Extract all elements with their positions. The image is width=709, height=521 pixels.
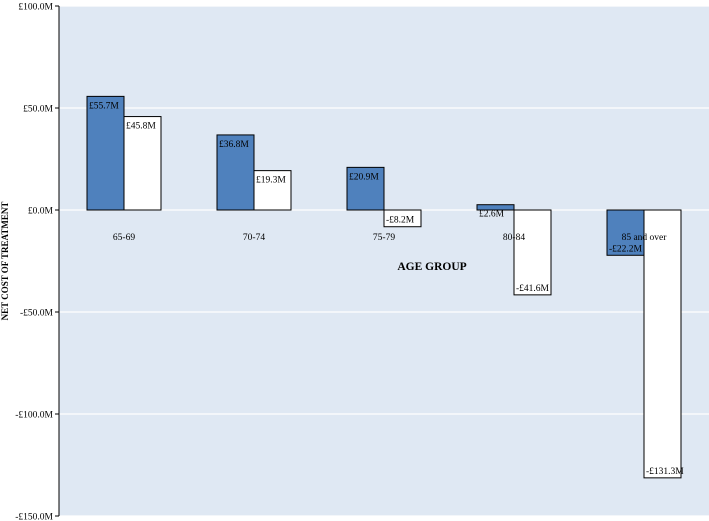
data-label: -£41.6M bbox=[516, 284, 550, 294]
category-label: 70-74 bbox=[243, 233, 265, 243]
y-tick-label: -£50.0M bbox=[20, 309, 54, 319]
category-labels: 65-69 70-74 75-79 80-84 85 and over bbox=[113, 233, 667, 243]
bar-series1-2 bbox=[346, 166, 385, 211]
bar-series1-3 bbox=[476, 204, 515, 211]
bar-series2-1 bbox=[253, 170, 292, 211]
y-tick-label: £100.0M bbox=[18, 3, 53, 13]
data-label: £55.7M bbox=[89, 101, 119, 111]
bar-series2-3 bbox=[513, 209, 552, 296]
data-label: £2.6M bbox=[479, 210, 505, 220]
plot-area bbox=[59, 6, 709, 516]
data-label: £45.8M bbox=[126, 122, 156, 132]
data-labels: £55.7M £45.8M £36.8M £19.3M £20.9M -£8.2M £2.6… bbox=[89, 101, 684, 476]
bars bbox=[86, 95, 682, 479]
y-axis-title: NET COST OF TREATMENT bbox=[0, 202, 10, 321]
bar-series2-2 bbox=[383, 209, 422, 228]
data-label: -£8.2M bbox=[386, 216, 415, 226]
data-label: £19.3M bbox=[256, 176, 286, 186]
y-tick-label: -£100.0M bbox=[15, 411, 53, 421]
bar-series1-4 bbox=[606, 209, 645, 256]
y-tick-label: £50.0M bbox=[23, 105, 53, 115]
data-label: -£131.3M bbox=[646, 467, 684, 477]
y-tick-label: £0.0M bbox=[28, 207, 54, 217]
y-axis-ticks: £100.0M £50.0M £0.0M -£50.0M -£100.0M -£150.0… bbox=[15, 3, 59, 521]
data-label: £36.8M bbox=[219, 140, 249, 150]
category-label: 65-69 bbox=[113, 233, 135, 243]
category-label: 80-84 bbox=[503, 233, 525, 243]
category-label: 75-79 bbox=[373, 233, 395, 243]
bar-series2-4 bbox=[643, 209, 682, 479]
data-label: -£22.2M bbox=[609, 244, 643, 254]
bar-series2-0 bbox=[123, 116, 162, 211]
x-axis-title: AGE GROUP bbox=[397, 261, 466, 273]
category-label: 85 and over bbox=[622, 233, 668, 243]
data-label: £20.9M bbox=[349, 172, 379, 182]
bar-series1-0 bbox=[86, 95, 125, 211]
y-tick-label: -£150.0M bbox=[15, 513, 53, 521]
